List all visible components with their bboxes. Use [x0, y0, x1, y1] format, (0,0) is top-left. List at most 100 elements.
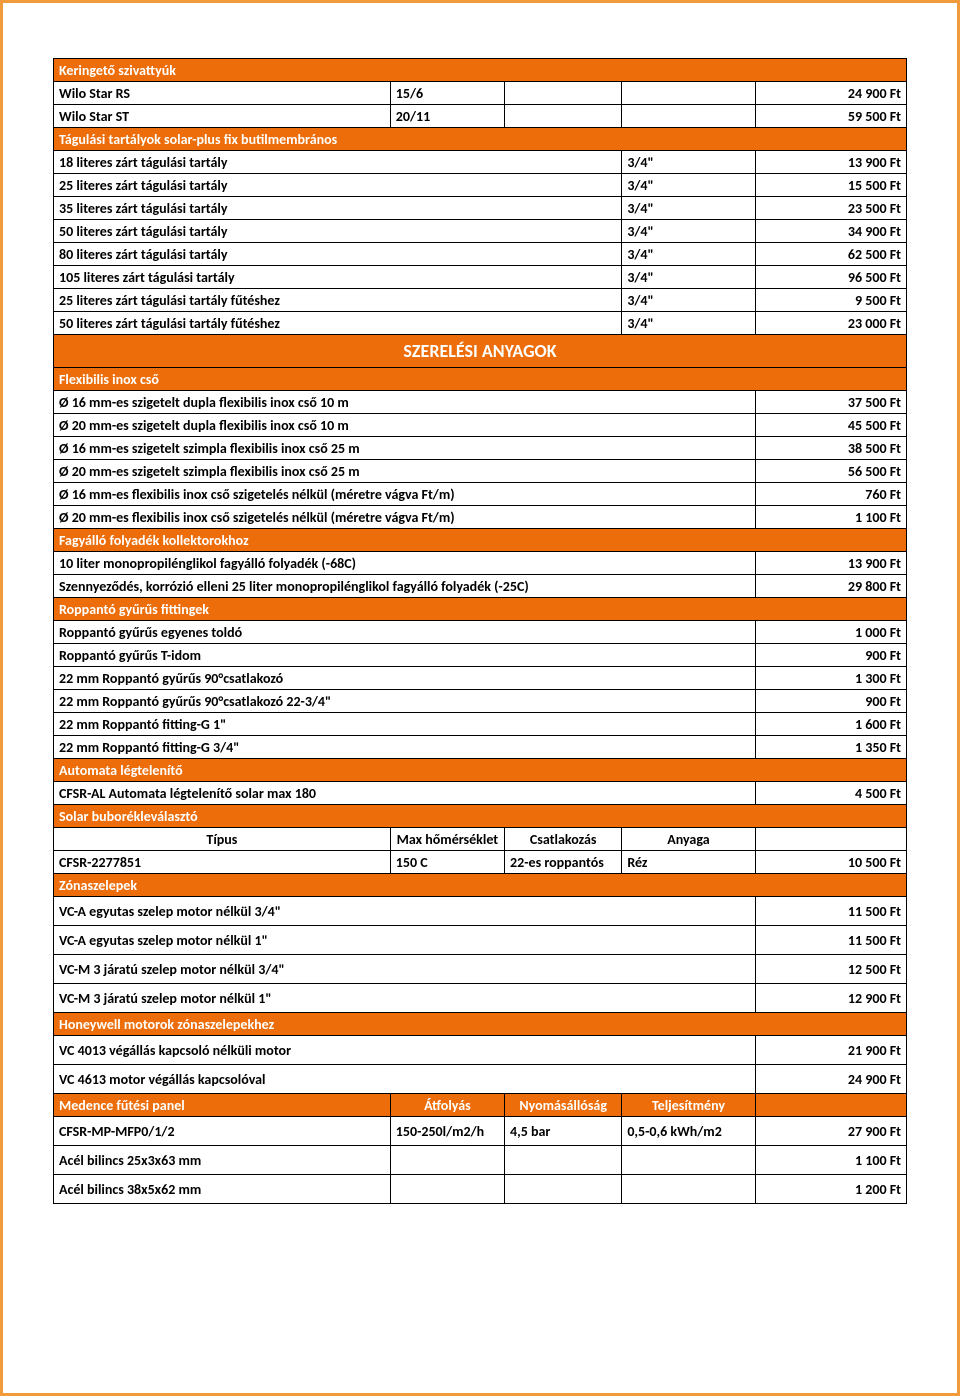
item-name: Ø 20 mm-es flexibilis inox cső szigetelé… [54, 506, 756, 529]
item-price: 23 000 Ft [755, 312, 906, 335]
item-price: 1 350 Ft [755, 736, 906, 759]
item-price: 1 200 Ft [755, 1175, 906, 1204]
blank-cell [622, 105, 755, 128]
table-row: 22 mm Roppantó fitting-G 1"1 600 Ft [54, 713, 907, 736]
honeywell-header: Honeywell motorok zónaszelepekhez [54, 1013, 907, 1036]
item-price: 23 500 Ft [755, 197, 906, 220]
item-conn: 22-es roppantós [505, 851, 622, 874]
item-price: 11 500 Ft [755, 897, 906, 926]
item-price: 1 100 Ft [755, 1146, 906, 1175]
table-row: VC-M 3 járatú szelep motor nélkül 1"12 9… [54, 984, 907, 1013]
item-name: CFSR-MP-MFP0/1/2 [54, 1117, 391, 1146]
item-price: 12 500 Ft [755, 955, 906, 984]
air-vent-header: Automata légtelenítő [54, 759, 907, 782]
table-row: Ø 20 mm-es szigetelt dupla flexibilis in… [54, 414, 907, 437]
table-row: 22 mm Roppantó fitting-G 3/4"1 350 Ft [54, 736, 907, 759]
item-name: VC 4613 motor végállás kapcsolóval [54, 1065, 756, 1094]
item-price: 13 900 Ft [755, 552, 906, 575]
table-row: 50 literes zárt tágulási tartály3/4"34 9… [54, 220, 907, 243]
bubble-sep-header: Solar buborékleválasztó [54, 805, 907, 828]
item-performance [622, 1175, 755, 1204]
blank-cell [622, 82, 755, 105]
blank-cell [505, 105, 622, 128]
column-header-row: Típus Max hőmérséklet Csatlakozás Anyaga [54, 828, 907, 851]
item-name: 22 mm Roppantó fitting-G 1" [54, 713, 756, 736]
table-row: 50 literes zárt tágulási tartály fűtéshe… [54, 312, 907, 335]
item-name: Szennyeződés, korrózió elleni 25 liter m… [54, 575, 756, 598]
item-name: 80 literes zárt tágulási tartály [54, 243, 622, 266]
item-name: Ø 16 mm-es szigetelt dupla flexibilis in… [54, 391, 756, 414]
item-price: 1 300 Ft [755, 667, 906, 690]
item-name: 22 mm Roppantó gyűrűs 90°csatlakozó 22-3… [54, 690, 756, 713]
item-price: 34 900 Ft [755, 220, 906, 243]
item-name: VC-A egyutas szelep motor nélkül 3/4" [54, 897, 756, 926]
table-row: 10 liter monopropilénglikol fagyálló fol… [54, 552, 907, 575]
item-material: Réz [622, 851, 755, 874]
table-row: Ø 16 mm-es szigetelt dupla flexibilis in… [54, 391, 907, 414]
col-performance: Teljesítmény [622, 1094, 755, 1117]
item-name: Wilo Star RS [54, 82, 391, 105]
item-price: 1 100 Ft [755, 506, 906, 529]
item-price: 24 900 Ft [755, 82, 906, 105]
table-row: 80 literes zárt tágulási tartály3/4"62 5… [54, 243, 907, 266]
item-price: 62 500 Ft [755, 243, 906, 266]
pool-panel-header: Medence fűtési panel [54, 1094, 391, 1117]
item-price: 38 500 Ft [755, 437, 906, 460]
item-name: Roppantó gyűrűs egyenes toldó [54, 621, 756, 644]
table-row: Ø 16 mm-es szigetelt szimpla flexibilis … [54, 437, 907, 460]
item-price: 12 900 Ft [755, 984, 906, 1013]
table-row: Ø 20 mm-es szigetelt szimpla flexibilis … [54, 460, 907, 483]
item-pressure [505, 1146, 622, 1175]
item-performance [622, 1146, 755, 1175]
item-price: 59 500 Ft [755, 105, 906, 128]
fittings-header: Roppantó gyűrűs fittingek [54, 598, 907, 621]
pumps-header: Keringető szivattyúk [54, 59, 907, 82]
item-conn: 3/4" [622, 174, 755, 197]
item-name: VC-M 3 járatú szelep motor nélkül 3/4" [54, 955, 756, 984]
item-name: 22 mm Roppantó fitting-G 3/4" [54, 736, 756, 759]
table-row: CFSR-MP-MFP0/1/2 150-250l/m2/h 4,5 bar 0… [54, 1117, 907, 1146]
item-name: VC-M 3 járatú szelep motor nélkül 1" [54, 984, 756, 1013]
item-name: 22 mm Roppantó gyűrűs 90°csatlakozó [54, 667, 756, 690]
item-name: 50 literes zárt tágulási tartály [54, 220, 622, 243]
item-price: 9 500 Ft [755, 289, 906, 312]
item-price: 96 500 Ft [755, 266, 906, 289]
col-material: Anyaga [622, 828, 755, 851]
item-name: 105 literes zárt tágulási tartály [54, 266, 622, 289]
col-pressure: Nyomásállóság [505, 1094, 622, 1117]
item-price: 37 500 Ft [755, 391, 906, 414]
table-row: 105 literes zárt tágulási tartály3/4"96 … [54, 266, 907, 289]
table-row: 25 literes zárt tágulási tartály fűtéshe… [54, 289, 907, 312]
col-maxtemp: Max hőmérséklet [390, 828, 504, 851]
table-row: CFSR-AL Automata légtelenítő solar max 1… [54, 782, 907, 805]
item-price: 1 600 Ft [755, 713, 906, 736]
table-row: VC-M 3 járatú szelep motor nélkül 3/4"12… [54, 955, 907, 984]
item-name: 25 literes zárt tágulási tartály [54, 174, 622, 197]
table-row: Ø 16 mm-es flexibilis inox cső szigetelé… [54, 483, 907, 506]
blank-cell [755, 828, 906, 851]
table-row: Szennyeződés, korrózió elleni 25 liter m… [54, 575, 907, 598]
item-flow: 150-250l/m2/h [390, 1117, 504, 1146]
item-temp: 150 C [390, 851, 504, 874]
item-name: Roppantó gyűrűs T-idom [54, 644, 756, 667]
blank-cell [755, 1094, 906, 1117]
table-row: VC-A egyutas szelep motor nélkül 3/4"11 … [54, 897, 907, 926]
item-price: 11 500 Ft [755, 926, 906, 955]
table-row: 22 mm Roppantó gyűrűs 90°csatlakozó 22-3… [54, 690, 907, 713]
item-name: Wilo Star ST [54, 105, 391, 128]
item-flow [390, 1146, 504, 1175]
table-row: Wilo Star ST 20/11 59 500 Ft [54, 105, 907, 128]
item-pressure [505, 1175, 622, 1204]
item-price: 29 800 Ft [755, 575, 906, 598]
table-row: 35 literes zárt tágulási tartály3/4"23 5… [54, 197, 907, 220]
item-price: 760 Ft [755, 483, 906, 506]
item-price: 1 000 Ft [755, 621, 906, 644]
item-price: 21 900 Ft [755, 1036, 906, 1065]
table-row: 18 literes zárt tágulási tartály3/4"13 9… [54, 151, 907, 174]
item-conn: 3/4" [622, 266, 755, 289]
table-row: VC 4013 végállás kapcsoló nélküli motor2… [54, 1036, 907, 1065]
item-name: Acél bilincs 38x5x62 mm [54, 1175, 391, 1204]
item-price: 15 500 Ft [755, 174, 906, 197]
item-pressure: 4,5 bar [505, 1117, 622, 1146]
item-price: 56 500 Ft [755, 460, 906, 483]
